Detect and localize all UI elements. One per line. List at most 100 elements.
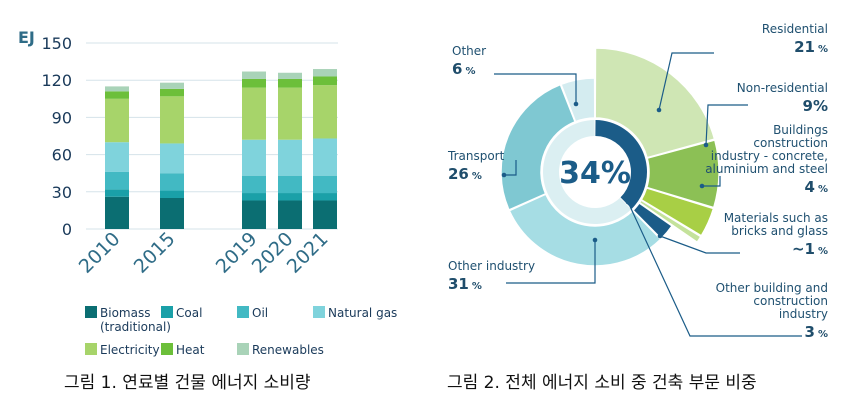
other-share-ring <box>543 120 632 225</box>
legend-swatch <box>313 306 325 318</box>
slice-label: Other <box>452 44 486 58</box>
slice-label: Materials such as <box>724 211 828 225</box>
bar-segment <box>278 193 302 201</box>
slice-label: industry <box>779 307 828 321</box>
bar-segment <box>242 71 266 79</box>
slice-value: 26% <box>448 165 482 183</box>
bar-segment <box>278 175 302 194</box>
leader-line <box>504 160 517 176</box>
bar-segment <box>105 171 129 190</box>
bar-segment <box>278 139 302 176</box>
y-tick-label: 120 <box>41 71 72 90</box>
bar-segment <box>160 143 184 174</box>
caption-building-share: 그림 2. 전체 에너지 소비 중 건축 부문 비중 <box>447 373 757 393</box>
building-share-ring <box>595 120 647 209</box>
donut-slice <box>645 139 720 209</box>
y-tick-label: 30 <box>52 183 72 202</box>
bar-segment <box>313 175 337 194</box>
legend-label: Coal <box>176 306 202 320</box>
legend-swatch <box>85 343 97 355</box>
slice-value: 4% <box>805 178 828 196</box>
center-label: 34% <box>559 156 631 191</box>
bar-segment <box>242 78 266 88</box>
slice-label: Residential <box>762 22 828 36</box>
bar-segment <box>313 69 337 77</box>
slice-value: 9% <box>803 97 828 115</box>
leader-line <box>658 52 714 111</box>
legend-label: Oil <box>252 306 268 320</box>
slice-value: 6% <box>452 60 475 78</box>
bar-segment <box>105 196 129 229</box>
bar-segment <box>313 200 337 229</box>
leader-dot <box>657 233 663 239</box>
legend-swatch <box>161 343 173 355</box>
bar-segment <box>105 86 129 92</box>
leader-line <box>494 73 577 104</box>
bar-segment <box>160 173 184 191</box>
legend-swatch <box>85 306 97 318</box>
donut-slice <box>508 193 662 267</box>
slice-label: construction <box>753 294 828 308</box>
legend-label: Electricity <box>100 343 160 357</box>
legend-label: Heat <box>176 343 205 357</box>
slice-value: ~1% <box>792 240 828 258</box>
slice-value: 3% <box>805 323 828 341</box>
legend-label: Renewables <box>252 343 324 357</box>
bar-segment <box>242 139 266 176</box>
bar-segment <box>160 82 184 89</box>
bar-segment <box>105 189 129 197</box>
bar-segment <box>242 175 266 194</box>
bar-segment <box>313 76 337 86</box>
bar-segment <box>278 200 302 229</box>
bar-segment <box>105 98 129 143</box>
slice-label: Buildings <box>773 123 828 137</box>
bar-segment <box>160 96 184 144</box>
leader-dot <box>699 183 705 189</box>
legend-swatch <box>161 306 173 318</box>
bar-segment <box>313 85 337 139</box>
legend-label-cont: (traditional) <box>100 320 171 334</box>
legend: Biomass(traditional) Coal Oil Natural gas El… <box>85 306 397 357</box>
leader-line <box>702 176 721 187</box>
leader-dot <box>592 237 598 243</box>
slice-label: industry - concrete, <box>711 149 828 163</box>
slice-label: Transport <box>447 149 505 163</box>
bar-segment <box>313 138 337 176</box>
slice-label: Other building and <box>716 281 828 295</box>
leader-dot <box>573 101 579 107</box>
leader-dot <box>501 172 507 178</box>
slice-value: 31% <box>448 275 482 293</box>
slice-label: aluminium and steel <box>705 162 828 176</box>
leader-line <box>627 201 802 337</box>
x-tick-label: 2015 <box>130 228 180 278</box>
donut-slice <box>500 83 577 211</box>
x-tick-label: 2021 <box>283 228 333 278</box>
slice-label: Other industry <box>448 259 535 273</box>
legend-swatch <box>237 343 249 355</box>
bar-segment <box>313 193 337 201</box>
leader-line <box>659 235 740 254</box>
bar-segment <box>242 87 266 140</box>
x-tick-label: 2010 <box>75 228 125 278</box>
donut-slice <box>594 47 716 159</box>
legend-label: Biomass <box>100 306 150 320</box>
slice-label: construction <box>753 136 828 150</box>
bar-segment <box>242 193 266 201</box>
leader-dot <box>656 107 662 113</box>
y-tick-label: 0 <box>62 220 72 239</box>
caption-fuel-consumption: 그림 1. 연료별 건물 에너지 소비량 <box>64 373 311 393</box>
legend-label: Natural gas <box>328 306 397 320</box>
y-axis-unit-label: EJ <box>18 28 35 47</box>
bar-segment <box>278 87 302 140</box>
donut-slice <box>560 77 596 123</box>
bar-segment <box>105 91 129 99</box>
energy-share-donut-chart: 34% Residential 21 % Non-residential 9% Build… <box>447 22 828 341</box>
bar-segment <box>278 78 302 88</box>
y-tick-label: 60 <box>52 146 72 165</box>
legend-swatch <box>237 306 249 318</box>
leader-dot <box>703 142 709 148</box>
bar-segment <box>160 198 184 229</box>
bar-segment <box>105 142 129 172</box>
leader-line <box>705 104 748 146</box>
